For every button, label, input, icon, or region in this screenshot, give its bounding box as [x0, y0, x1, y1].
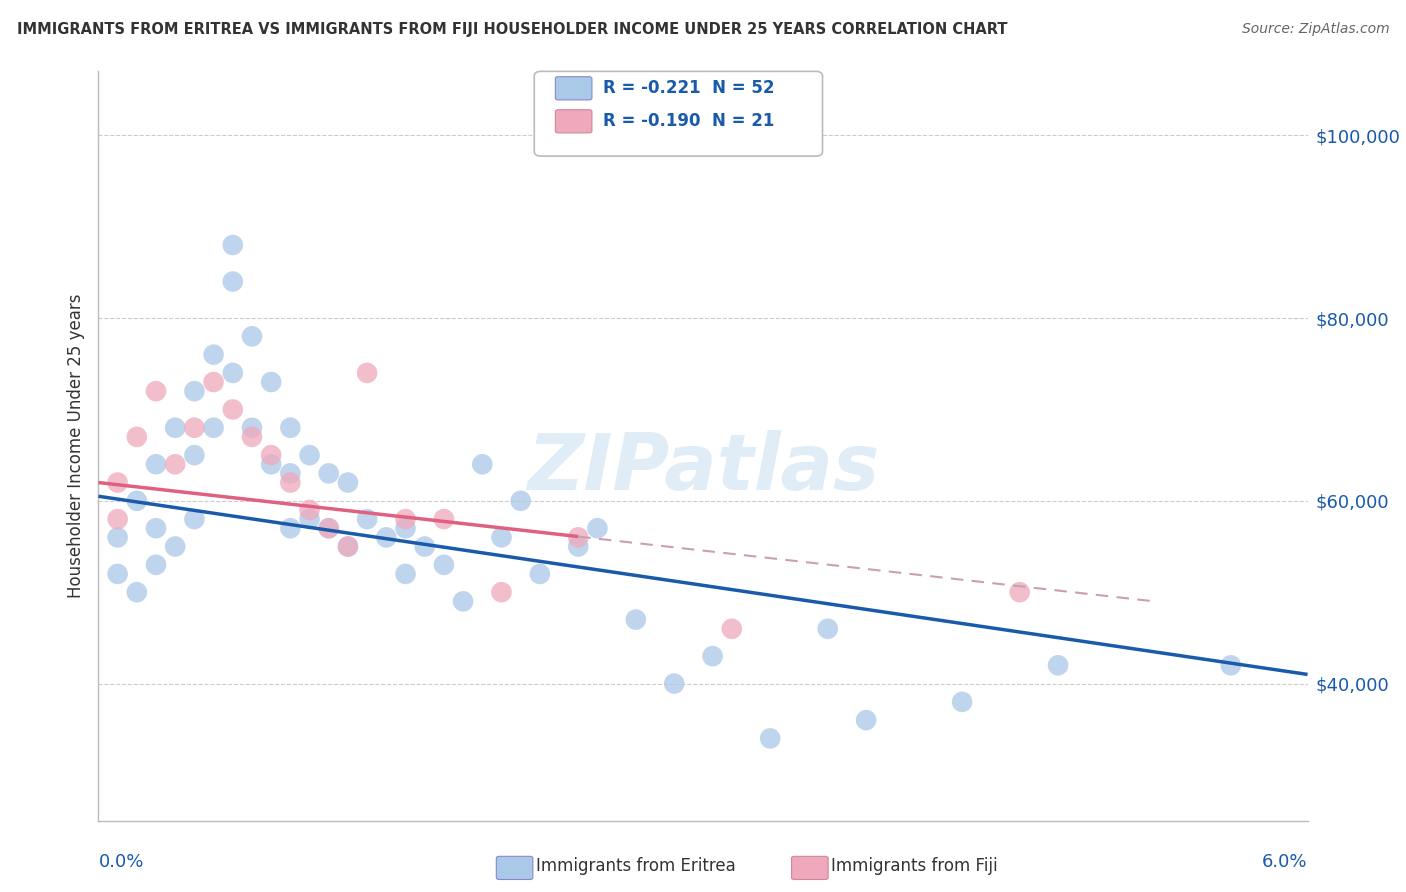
Text: ZIPatlas: ZIPatlas [527, 431, 879, 507]
Point [183, 421, 205, 435]
Point [125, 585, 148, 599]
Point [145, 384, 167, 399]
Point [202, 421, 225, 435]
Point [298, 448, 321, 462]
Text: R = -0.221  N = 52: R = -0.221 N = 52 [603, 79, 775, 97]
Point [451, 594, 474, 608]
Point [107, 566, 129, 581]
Point [222, 402, 245, 417]
Point [298, 503, 321, 517]
Point [336, 540, 359, 554]
Point [222, 238, 245, 252]
Point [433, 512, 456, 526]
Point [260, 375, 283, 389]
Point [1219, 658, 1241, 673]
Point [280, 421, 302, 435]
Point [260, 457, 283, 471]
Point [356, 512, 378, 526]
Point [336, 475, 359, 490]
Point [394, 521, 416, 535]
Point [509, 493, 531, 508]
Point [280, 467, 302, 481]
Text: R = -0.190  N = 21: R = -0.190 N = 21 [603, 112, 775, 130]
Text: Immigrants from Fiji: Immigrants from Fiji [831, 857, 998, 875]
Text: 6.0%: 6.0% [1263, 853, 1308, 871]
Point [394, 566, 416, 581]
Point [107, 475, 129, 490]
Point [950, 695, 973, 709]
Point [624, 613, 647, 627]
Point [336, 540, 359, 554]
Point [280, 521, 302, 535]
Point [165, 457, 187, 471]
Point [222, 366, 245, 380]
Point [318, 521, 340, 535]
Point [240, 421, 263, 435]
Point [375, 530, 398, 544]
Text: Source: ZipAtlas.com: Source: ZipAtlas.com [1241, 22, 1389, 37]
Point [702, 649, 724, 664]
Point [240, 329, 263, 343]
Point [165, 540, 187, 554]
Y-axis label: Householder Income Under 25 years: Householder Income Under 25 years [66, 293, 84, 599]
Point [222, 275, 245, 289]
Text: 0.0%: 0.0% [98, 853, 143, 871]
Point [356, 366, 378, 380]
Point [145, 521, 167, 535]
Point [125, 430, 148, 444]
Point [664, 676, 686, 690]
Point [125, 493, 148, 508]
Point [1047, 658, 1070, 673]
Point [145, 457, 167, 471]
Point [298, 512, 321, 526]
Point [145, 558, 167, 572]
Text: Immigrants from Eritrea: Immigrants from Eritrea [536, 857, 735, 875]
Point [280, 475, 302, 490]
Point [491, 530, 513, 544]
Point [759, 731, 782, 746]
Point [433, 558, 456, 572]
Point [529, 566, 551, 581]
Point [413, 540, 436, 554]
Point [586, 521, 609, 535]
Point [720, 622, 742, 636]
Point [183, 512, 205, 526]
Point [202, 348, 225, 362]
Point [240, 430, 263, 444]
Point [491, 585, 513, 599]
Point [855, 713, 877, 727]
Point [394, 512, 416, 526]
Point [107, 530, 129, 544]
Point [567, 540, 589, 554]
Point [165, 421, 187, 435]
Text: IMMIGRANTS FROM ERITREA VS IMMIGRANTS FROM FIJI HOUSEHOLDER INCOME UNDER 25 YEAR: IMMIGRANTS FROM ERITREA VS IMMIGRANTS FR… [17, 22, 1007, 37]
Point [202, 375, 225, 389]
Point [260, 448, 283, 462]
Point [817, 622, 839, 636]
Point [183, 384, 205, 399]
Point [107, 512, 129, 526]
Point [1008, 585, 1031, 599]
Point [567, 530, 589, 544]
Point [318, 467, 340, 481]
Point [471, 457, 494, 471]
Point [318, 521, 340, 535]
Point [183, 448, 205, 462]
